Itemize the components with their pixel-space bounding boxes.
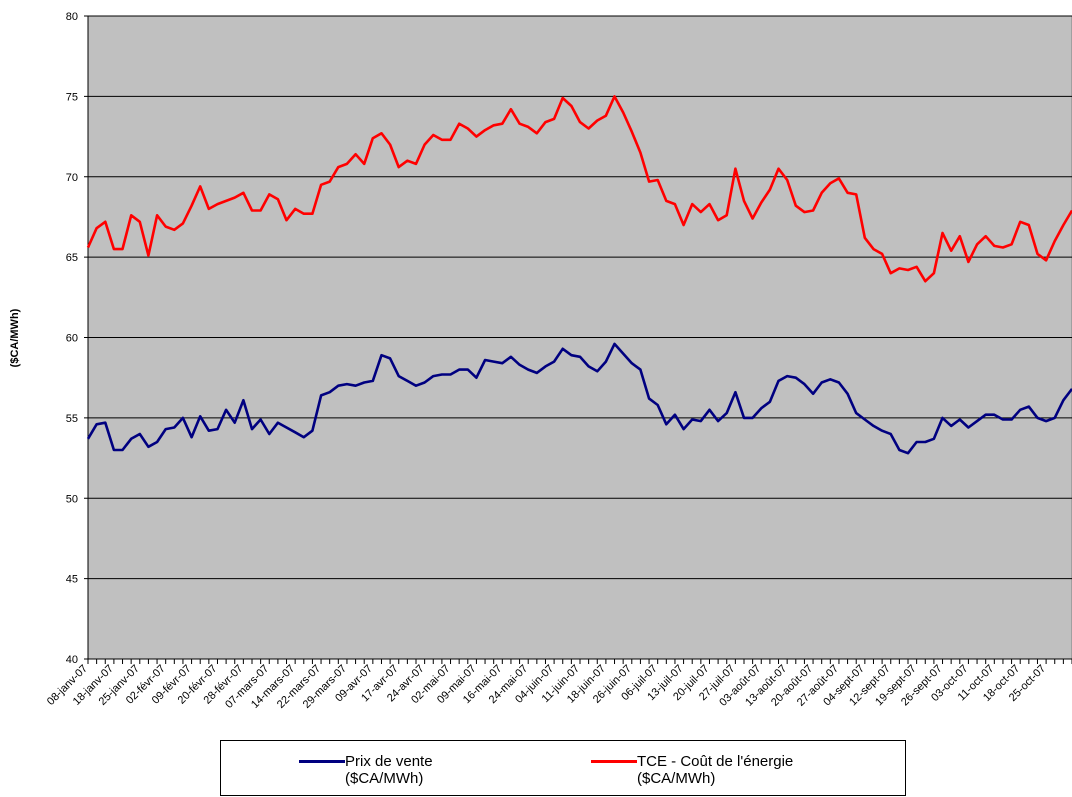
y-tick-label: 55 — [66, 413, 78, 425]
y-tick-label: 65 — [66, 252, 78, 264]
y-axis-title: ($CA/MWh) — [9, 308, 21, 367]
legend-label: TCE - Coût de l'énergie ($CA/MWh) — [637, 753, 794, 787]
y-tick-label: 75 — [66, 91, 78, 103]
y-tick-label: 60 — [66, 333, 78, 345]
y-tick-label: 40 — [66, 654, 78, 666]
y-tick-label: 50 — [66, 493, 78, 505]
series-line — [86, 342, 1072, 455]
y-tick-label: 80 — [66, 11, 78, 23]
legend-label: Prix de vente ($CA/MWh) — [345, 753, 433, 787]
legend-swatch — [299, 760, 345, 763]
chart: ($CA/MWh) 40455055606570758008-janv-0718… — [9, 11, 1072, 711]
legend: Prix de vente ($CA/MWh) TCE - Coût de l'… — [220, 740, 906, 796]
series-line — [86, 95, 1072, 283]
y-tick-label: 70 — [66, 172, 78, 184]
legend-swatch — [591, 760, 637, 763]
y-tick-label: 45 — [66, 574, 78, 586]
legend-entry: TCE - Coût de l'énergie ($CA/MWh) — [591, 753, 847, 787]
legend-entry: Prix de vente ($CA/MWh) — [299, 753, 455, 787]
